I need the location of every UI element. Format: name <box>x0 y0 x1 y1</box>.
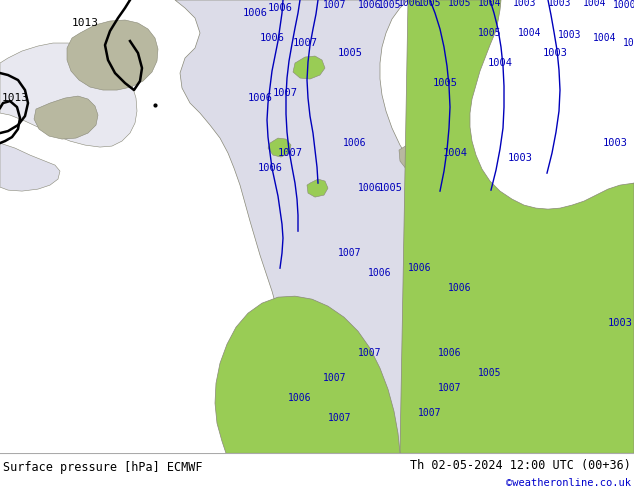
Text: 1006: 1006 <box>398 0 422 8</box>
Polygon shape <box>293 56 325 79</box>
Text: 1003: 1003 <box>607 318 633 328</box>
Text: ©weatheronline.co.uk: ©weatheronline.co.uk <box>506 478 631 488</box>
Text: 1006: 1006 <box>242 8 268 18</box>
Text: 1004: 1004 <box>478 0 501 8</box>
Text: 1006: 1006 <box>259 33 285 43</box>
Text: 1005: 1005 <box>378 0 402 10</box>
Text: 1007: 1007 <box>323 0 347 10</box>
Text: 1007: 1007 <box>418 408 442 418</box>
Text: 1003: 1003 <box>507 153 533 163</box>
Text: 1006: 1006 <box>268 3 292 13</box>
Text: 1003: 1003 <box>543 48 567 58</box>
Text: 1006: 1006 <box>257 163 283 173</box>
Text: 1003: 1003 <box>602 138 628 148</box>
Text: 1006: 1006 <box>288 393 312 403</box>
Text: Surface pressure [hPa] ECMWF: Surface pressure [hPa] ECMWF <box>3 462 203 474</box>
Text: 1007: 1007 <box>339 248 362 258</box>
Text: 1003: 1003 <box>548 0 572 8</box>
Text: 1000: 1000 <box>613 0 634 10</box>
Text: 1005: 1005 <box>432 78 458 88</box>
Text: 1007: 1007 <box>438 383 462 393</box>
Text: 1007: 1007 <box>273 88 297 98</box>
Text: 1013: 1013 <box>1 93 29 103</box>
Text: 1005: 1005 <box>448 0 472 8</box>
Text: 1006: 1006 <box>358 0 382 10</box>
Text: 1004: 1004 <box>583 0 607 8</box>
Text: 1006: 1006 <box>408 263 432 273</box>
Text: 1000: 1000 <box>623 38 634 48</box>
Text: 1006: 1006 <box>247 93 273 103</box>
Text: 1007: 1007 <box>323 373 347 383</box>
Text: 1003: 1003 <box>559 30 582 40</box>
Text: 1005: 1005 <box>478 368 501 378</box>
Polygon shape <box>215 296 400 453</box>
Text: 1007: 1007 <box>292 38 318 48</box>
Polygon shape <box>34 96 98 139</box>
Text: 1006: 1006 <box>438 348 462 358</box>
Polygon shape <box>0 43 137 147</box>
Text: 1005: 1005 <box>478 28 501 38</box>
Text: 1006: 1006 <box>358 183 382 193</box>
Text: 1013: 1013 <box>72 18 98 28</box>
Polygon shape <box>268 138 291 157</box>
Text: 1004: 1004 <box>518 28 541 38</box>
Text: 1004: 1004 <box>443 148 467 158</box>
Polygon shape <box>175 0 634 453</box>
Polygon shape <box>399 131 472 178</box>
Text: 1006: 1006 <box>368 268 392 278</box>
Text: 1004: 1004 <box>488 58 512 68</box>
Text: 1005: 1005 <box>337 48 363 58</box>
Text: 1007: 1007 <box>358 348 382 358</box>
Text: 1007: 1007 <box>278 148 302 158</box>
Polygon shape <box>0 143 60 191</box>
Text: 1006: 1006 <box>448 283 472 293</box>
Polygon shape <box>400 0 634 453</box>
Text: 1007: 1007 <box>328 413 352 423</box>
Polygon shape <box>307 179 328 197</box>
Polygon shape <box>67 20 158 90</box>
Text: 1005: 1005 <box>377 183 403 193</box>
Text: 1006: 1006 <box>343 138 366 148</box>
Text: 1004: 1004 <box>593 33 617 43</box>
Text: 1003: 1003 <box>514 0 537 8</box>
Text: Th 02-05-2024 12:00 UTC (00+36): Th 02-05-2024 12:00 UTC (00+36) <box>410 459 631 471</box>
Text: 1005: 1005 <box>418 0 442 8</box>
